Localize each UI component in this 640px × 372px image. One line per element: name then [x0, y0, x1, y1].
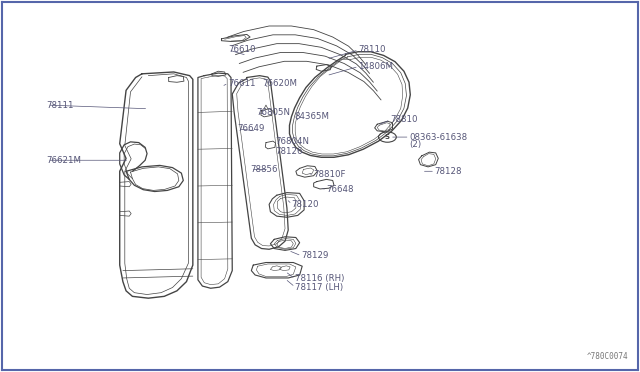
Text: 14806M: 14806M	[358, 62, 393, 71]
Text: 76805N: 76805N	[257, 108, 291, 117]
Text: 78120: 78120	[291, 200, 319, 209]
Text: 84365M: 84365M	[294, 112, 330, 121]
Text: 78810: 78810	[390, 115, 417, 124]
Text: 76648: 76648	[326, 185, 354, 194]
Text: 76611: 76611	[228, 78, 255, 87]
Text: 78117 (LH): 78117 (LH)	[294, 283, 342, 292]
Text: 78116 (RH): 78116 (RH)	[294, 274, 344, 283]
Text: 78810F: 78810F	[314, 170, 346, 179]
Text: 78110: 78110	[358, 45, 386, 54]
Text: 76610: 76610	[228, 45, 255, 54]
Text: 76620M: 76620M	[263, 78, 298, 87]
Text: 78856: 78856	[250, 165, 278, 174]
Text: 76621M: 76621M	[47, 156, 81, 165]
Text: 78128: 78128	[435, 167, 462, 176]
Text: 78129: 78129	[301, 251, 328, 260]
Text: 08363-61638: 08363-61638	[409, 132, 467, 142]
Text: 78126: 78126	[275, 147, 303, 155]
Text: 76804N: 76804N	[275, 137, 310, 146]
Text: ^780C0074: ^780C0074	[587, 352, 628, 361]
Text: 78111: 78111	[47, 100, 74, 110]
Text: S: S	[385, 134, 390, 140]
Text: 76649: 76649	[237, 125, 265, 134]
Text: (2): (2)	[409, 140, 421, 149]
